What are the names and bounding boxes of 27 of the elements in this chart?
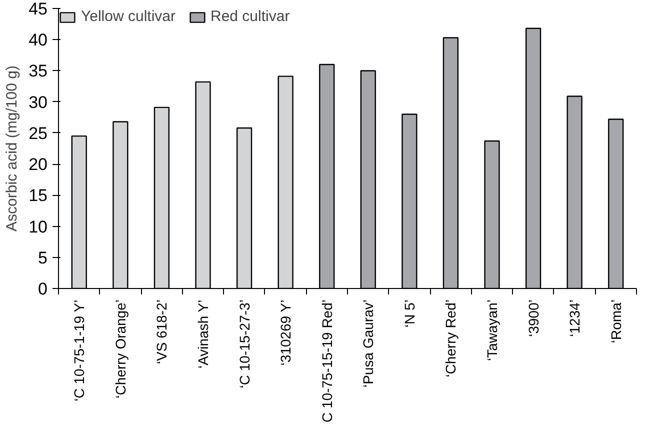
x-tick-label: ‘Roma’ [608,299,624,344]
y-tick-label: 40 [28,30,48,50]
x-tick-label: ‘VS 618-2’ [154,300,170,364]
y-tick-label: 25 [28,124,48,143]
x-tick-label: ‘C 10-75-1-19 Y’ [71,300,88,402]
y-tick-label: 20 [28,155,48,174]
y-tick-label: 5 [38,248,48,268]
y-tick-label: 15 [28,186,48,206]
y-tick-label: 10 [28,217,48,236]
x-tick-label: ‘1234’ [566,299,583,337]
y-tick-label: 45 [28,0,48,18]
y-tick-label: 0 [38,280,48,298]
x-tick-label: ‘Tawayan’ [484,299,500,361]
legend-label: Red cultivar [210,8,290,25]
y-axis-title: Ascorbic acid (mg/100 g) [4,66,21,232]
x-tick-label: ‘3900’ [525,299,542,337]
y-tick-label: 30 [28,92,48,112]
x-tick-label: ‘Cherry Orange’ [112,299,128,398]
x-tick-label: C 10-75-15-19 Red’ [318,299,335,422]
y-tick-label: 35 [28,62,48,81]
x-tick-label: ‘Cherry Red’ [442,299,459,378]
x-tick-label: ‘310269 Y’ [278,300,294,366]
x-tick-label: ‘Avinash Y’ [195,300,211,368]
legend-label: Yellow cultivar [81,8,176,25]
x-tick-label: ‘C 10-15-27-3’ [236,299,252,388]
x-tick-label: ‘Pusa Gaurav’ [360,299,376,388]
x-tick-label: ‘N 5’ [401,299,418,328]
